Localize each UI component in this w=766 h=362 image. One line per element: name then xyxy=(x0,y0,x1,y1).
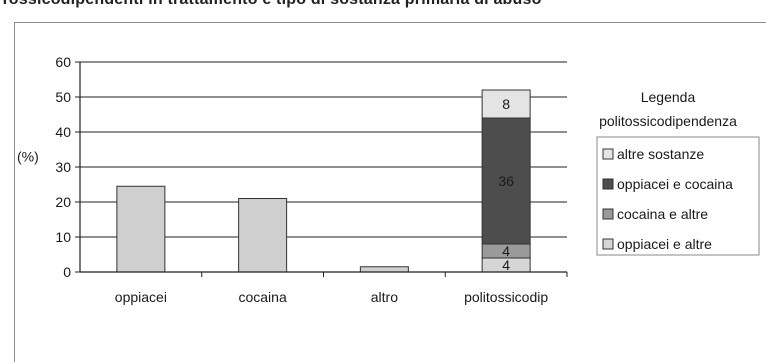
stack-label-1: 4 xyxy=(502,243,510,259)
y-axis-ticks: 0 10 20 30 40 50 60 xyxy=(55,54,80,280)
y-tick-label-10: 10 xyxy=(55,229,71,245)
legend-box xyxy=(596,136,760,256)
bar-oppiacei xyxy=(116,185,166,273)
stack-label-0: 4 xyxy=(502,257,510,273)
bar-cocaina xyxy=(238,198,288,273)
x-category-label-2: altro xyxy=(371,289,398,305)
legend-swatch-0 xyxy=(602,148,614,160)
y-axis-label: (%) xyxy=(17,149,39,165)
legend-label-3: oppiacei e altre xyxy=(617,236,712,252)
stack-segment-3 xyxy=(481,89,531,119)
chart-frame xyxy=(14,22,766,362)
y-tick-label-20: 20 xyxy=(55,194,71,210)
legend-swatch-3 xyxy=(602,238,614,250)
y-tick-label-40: 40 xyxy=(55,124,71,140)
x-category-label-1: cocaina xyxy=(238,289,286,305)
bar-altro xyxy=(359,266,409,273)
axes xyxy=(79,62,567,273)
stack-label-3: 8 xyxy=(502,96,510,112)
legend-title-line2: politossicodipendenza xyxy=(599,113,737,129)
bar-chart: 0 10 20 30 40 50 60 (%) 44 36 8 oppiacei cocaina a… xyxy=(17,54,760,305)
legend: Legenda politossicodipendenza altre sost… xyxy=(596,89,760,256)
y-tick-label-30: 30 xyxy=(55,159,71,175)
legend-items: altre sostanze oppiacei e cocaina cocaina … xyxy=(602,146,733,252)
y-tick-label-60: 60 xyxy=(55,54,71,70)
legend-swatch-2 xyxy=(602,208,614,220)
legend-title-line1: Legenda xyxy=(641,89,696,105)
bars: 44 36 8 xyxy=(116,89,531,273)
legend-label-2: cocaina e altre xyxy=(617,206,708,222)
stack-label-2: 36 xyxy=(498,173,514,189)
legend-label-0: altre sostanze xyxy=(617,146,704,162)
x-axis-categories: oppiacei cocaina altro politossicodip xyxy=(115,272,568,305)
legend-label-1: oppiacei e cocaina xyxy=(617,176,733,192)
y-tick-label-0: 0 xyxy=(63,264,71,280)
y-tick-label-50: 50 xyxy=(55,89,71,105)
x-category-label-0: oppiacei xyxy=(115,289,167,305)
chart-title-cut: Tossicodipendenti in trattamento e tipo … xyxy=(0,0,766,9)
x-category-label-3: politossicodip xyxy=(464,289,548,305)
stack-segment-2 xyxy=(481,117,531,245)
legend-swatch-1 xyxy=(602,178,614,190)
